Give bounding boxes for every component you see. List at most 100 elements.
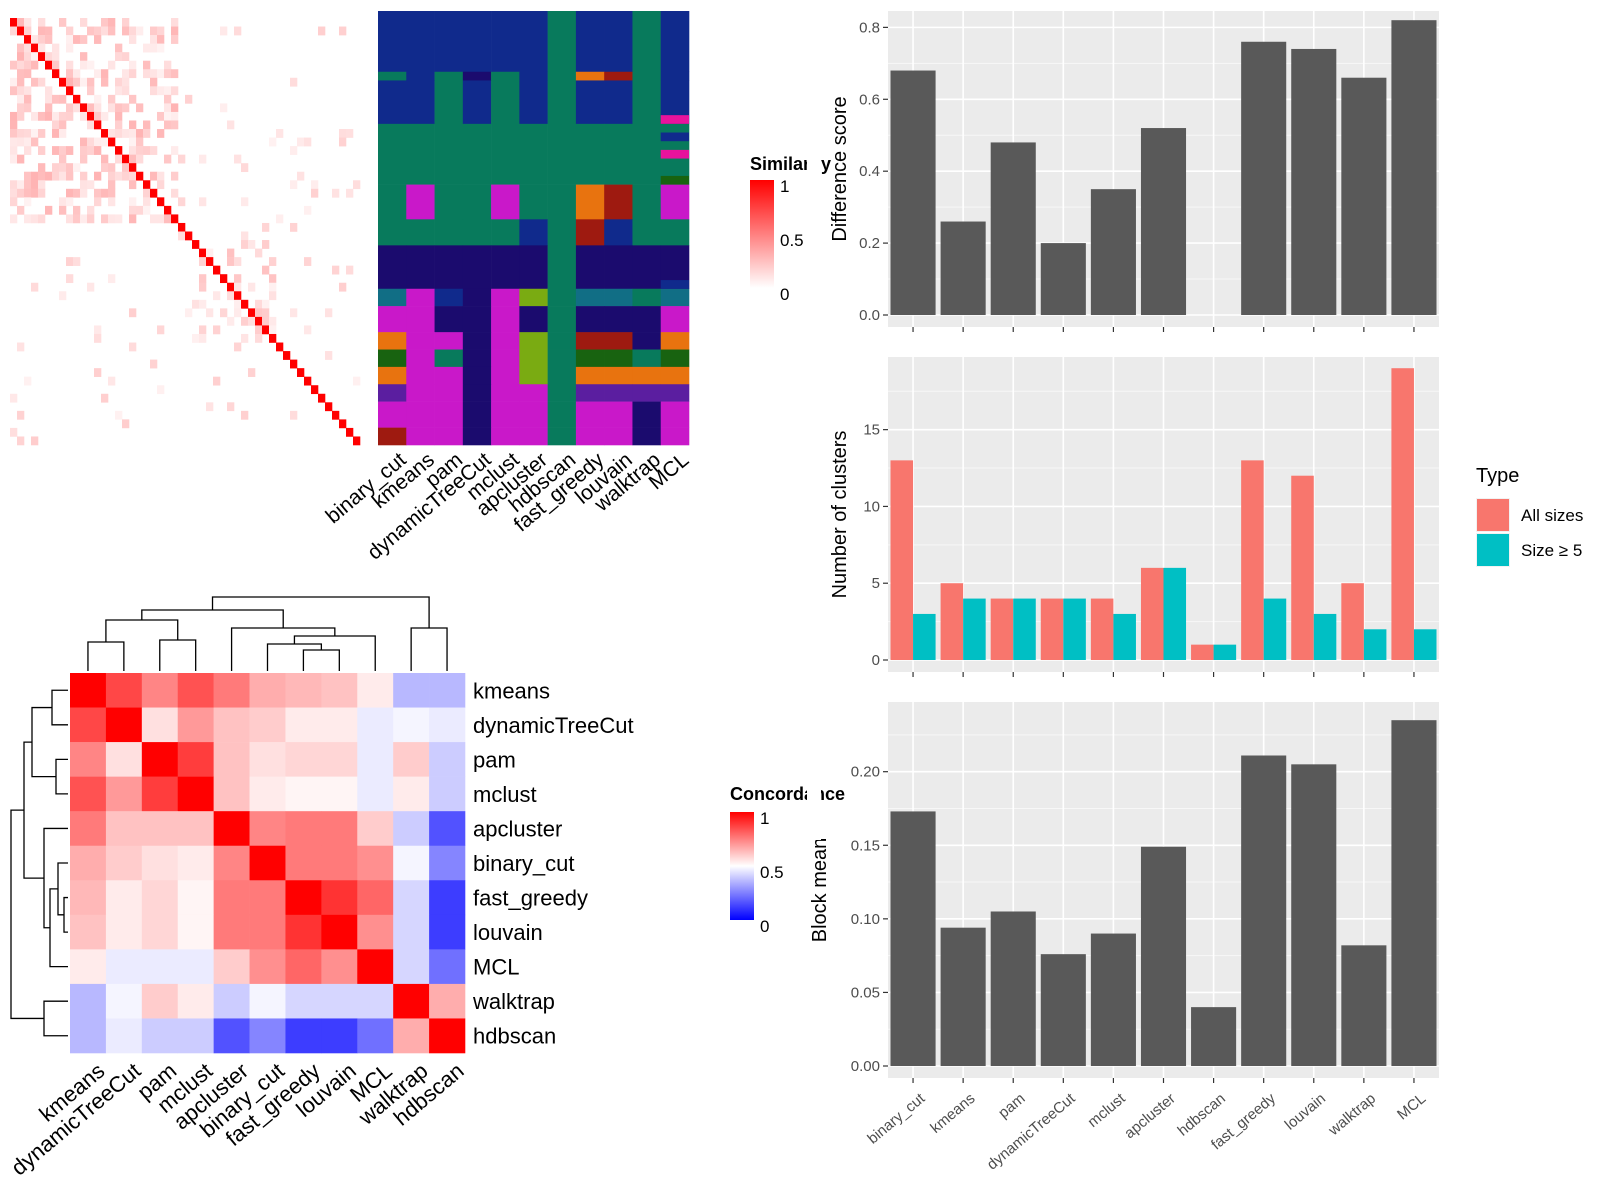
concordance-cell	[357, 949, 394, 985]
similarity-cell	[227, 282, 235, 292]
similarity-cell	[199, 299, 207, 309]
similarity-cell	[262, 265, 270, 275]
membership-cell	[660, 132, 689, 142]
similarity-cell	[80, 77, 88, 87]
similarity-cell	[73, 103, 81, 113]
similarity-cell	[199, 154, 207, 164]
similarity-cell	[276, 129, 284, 138]
membership-cell	[660, 115, 689, 124]
y-tick-label: 0.8	[859, 19, 880, 36]
x-tick-label: louvain	[1282, 1090, 1329, 1134]
similarity-cell	[38, 214, 46, 224]
similarity-cell	[87, 146, 95, 155]
similarity-cell	[115, 52, 123, 61]
bar	[1391, 20, 1437, 315]
membership-cell	[434, 123, 464, 185]
membership-cell	[604, 427, 633, 446]
similarity-cell	[353, 376, 361, 386]
similarity-cell	[164, 103, 172, 113]
membership-cell	[462, 427, 492, 446]
similarity-cell	[17, 436, 25, 446]
concordance-cell	[357, 880, 394, 916]
similarity-cell	[101, 77, 109, 87]
similarity-cell	[143, 60, 151, 70]
similarity-cell	[80, 60, 88, 70]
concordance-cell	[141, 914, 179, 950]
similarity-cell	[66, 214, 74, 224]
legend-title: Type	[1476, 465, 1519, 487]
similarity-cell	[31, 60, 39, 70]
membership-cell	[519, 184, 548, 220]
similarity-cell	[304, 257, 312, 266]
concordance-row-label: MCL	[473, 955, 519, 980]
membership-cell	[378, 384, 407, 402]
column-dendrogram	[87, 596, 448, 671]
bar	[1090, 189, 1136, 315]
similarity-cell	[66, 171, 74, 181]
concordance-cell	[285, 742, 322, 777]
membership-cell	[406, 71, 435, 81]
similarity-cell	[346, 188, 354, 198]
concordance-cell	[177, 914, 214, 950]
similarity-cell	[248, 240, 256, 249]
concordance-cell	[105, 914, 143, 950]
similarity-cell	[80, 171, 88, 181]
similarity-cell	[346, 265, 354, 275]
similarity-cell	[17, 342, 25, 352]
concordance-cell	[177, 707, 214, 743]
concordance-legend-tick: 0.5	[760, 863, 784, 882]
y-tick-label: 0.4	[859, 163, 880, 180]
membership-cell	[406, 401, 435, 428]
bar-all-sizes	[1291, 475, 1314, 660]
similarity-cell	[129, 205, 137, 215]
similarity-cell	[45, 60, 53, 70]
similarity-cell	[290, 410, 298, 420]
membership-cell	[378, 71, 407, 81]
similarity-cell	[52, 94, 60, 104]
similarity-cell	[136, 129, 144, 138]
similarity-cell	[80, 188, 88, 198]
similarity-cell	[17, 69, 25, 79]
similarity-cell	[199, 257, 207, 266]
dendrogram-link	[57, 862, 68, 916]
similarity-cell	[122, 171, 130, 181]
similarity-cell	[80, 137, 88, 147]
bar-all-sizes	[1090, 598, 1114, 660]
membership-cell	[604, 366, 633, 385]
concordance-cell	[141, 673, 179, 708]
similarity-cell	[157, 325, 165, 335]
membership-cell	[519, 332, 548, 350]
similarity-cell	[171, 103, 179, 113]
membership-cell	[575, 332, 605, 350]
similarity-cell	[143, 129, 151, 138]
membership-cell	[632, 332, 662, 350]
membership-cell	[604, 306, 633, 333]
dendrogram-link	[49, 888, 68, 968]
membership-cell	[434, 11, 464, 73]
y-tick-label: 0.2	[859, 235, 880, 252]
similarity-cell	[297, 137, 305, 147]
similarity-cell	[129, 214, 137, 224]
concordance-cell	[141, 776, 179, 812]
concordance-cell	[249, 811, 286, 847]
bar-size-ge-5	[1413, 629, 1437, 660]
similarity-cell	[10, 154, 18, 164]
concordance-cell	[285, 673, 322, 708]
concordance-cell	[105, 811, 143, 847]
similarity-cell	[290, 77, 298, 87]
y-tick-label: 10	[863, 498, 880, 515]
similarity-cell	[24, 86, 32, 96]
bar	[1291, 764, 1337, 1066]
concordance-cell	[321, 845, 358, 881]
dendrogram-link	[51, 689, 68, 726]
similarity-cell	[122, 163, 130, 173]
similarity-cell	[122, 77, 130, 87]
concordance-row-label: fast_greedy	[473, 886, 588, 911]
concordance-cell	[285, 914, 322, 950]
membership-cell	[547, 401, 577, 428]
similarity-cell	[143, 69, 151, 79]
concordance-cell	[141, 983, 179, 1019]
dendrogram-link	[105, 619, 179, 642]
similarity-cell	[10, 77, 18, 87]
